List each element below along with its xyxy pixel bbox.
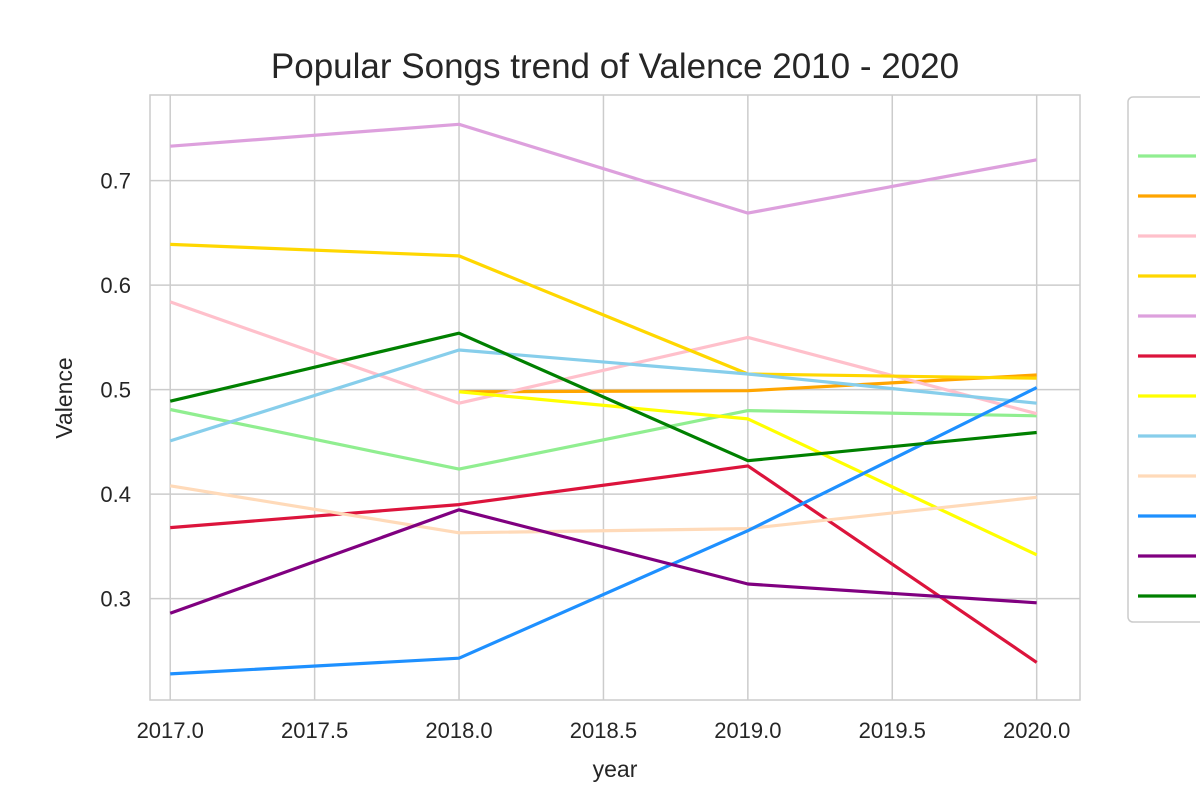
chart-title: Popular Songs trend of Valence 2010 - 20… bbox=[271, 47, 959, 86]
legend-box bbox=[1127, 96, 1200, 623]
x-tick-label: 2018.5 bbox=[570, 718, 637, 743]
y-tick-labels: 0.3 0.4 0.5 0.6 0.7 bbox=[100, 169, 131, 612]
series-line-1 bbox=[169, 407, 1037, 471]
plot-frame bbox=[149, 94, 1081, 701]
series-line-11 bbox=[169, 508, 1037, 615]
x-tick-label: 2019.0 bbox=[714, 718, 781, 743]
x-tick-label: 2019.5 bbox=[859, 718, 926, 743]
y-tick-label: 0.3 bbox=[100, 587, 131, 612]
series-line-7 bbox=[458, 390, 1038, 557]
y-tick-label: 0.5 bbox=[100, 378, 131, 403]
series-lines bbox=[169, 122, 1038, 676]
x-axis-label: year bbox=[593, 756, 638, 782]
series-line-9 bbox=[169, 484, 1037, 535]
series-line-2 bbox=[458, 373, 1037, 394]
y-tick-label: 0.6 bbox=[100, 273, 131, 298]
legend bbox=[1127, 96, 1200, 623]
y-tick-label: 0.4 bbox=[100, 482, 131, 507]
series-line-6 bbox=[170, 464, 1038, 664]
x-tick-label: 2017.0 bbox=[137, 718, 204, 743]
series-line-8 bbox=[169, 348, 1037, 443]
series-line-4 bbox=[170, 242, 1037, 380]
grid bbox=[150, 95, 1080, 700]
y-tick-label: 0.7 bbox=[100, 169, 131, 194]
x-tick-label: 2018.0 bbox=[425, 718, 492, 743]
series-line-12 bbox=[169, 331, 1037, 463]
series-line-5 bbox=[170, 122, 1037, 215]
legend-items bbox=[1138, 154, 1196, 598]
y-axis-label: Valence bbox=[51, 357, 77, 438]
x-tick-labels: 2017.0 2017.5 2018.0 2018.5 2019.0 2019.5 2020… bbox=[137, 718, 1071, 743]
x-tick-label: 2020.0 bbox=[1003, 718, 1070, 743]
x-tick-label: 2017.5 bbox=[281, 718, 348, 743]
series-line-10 bbox=[170, 386, 1038, 676]
